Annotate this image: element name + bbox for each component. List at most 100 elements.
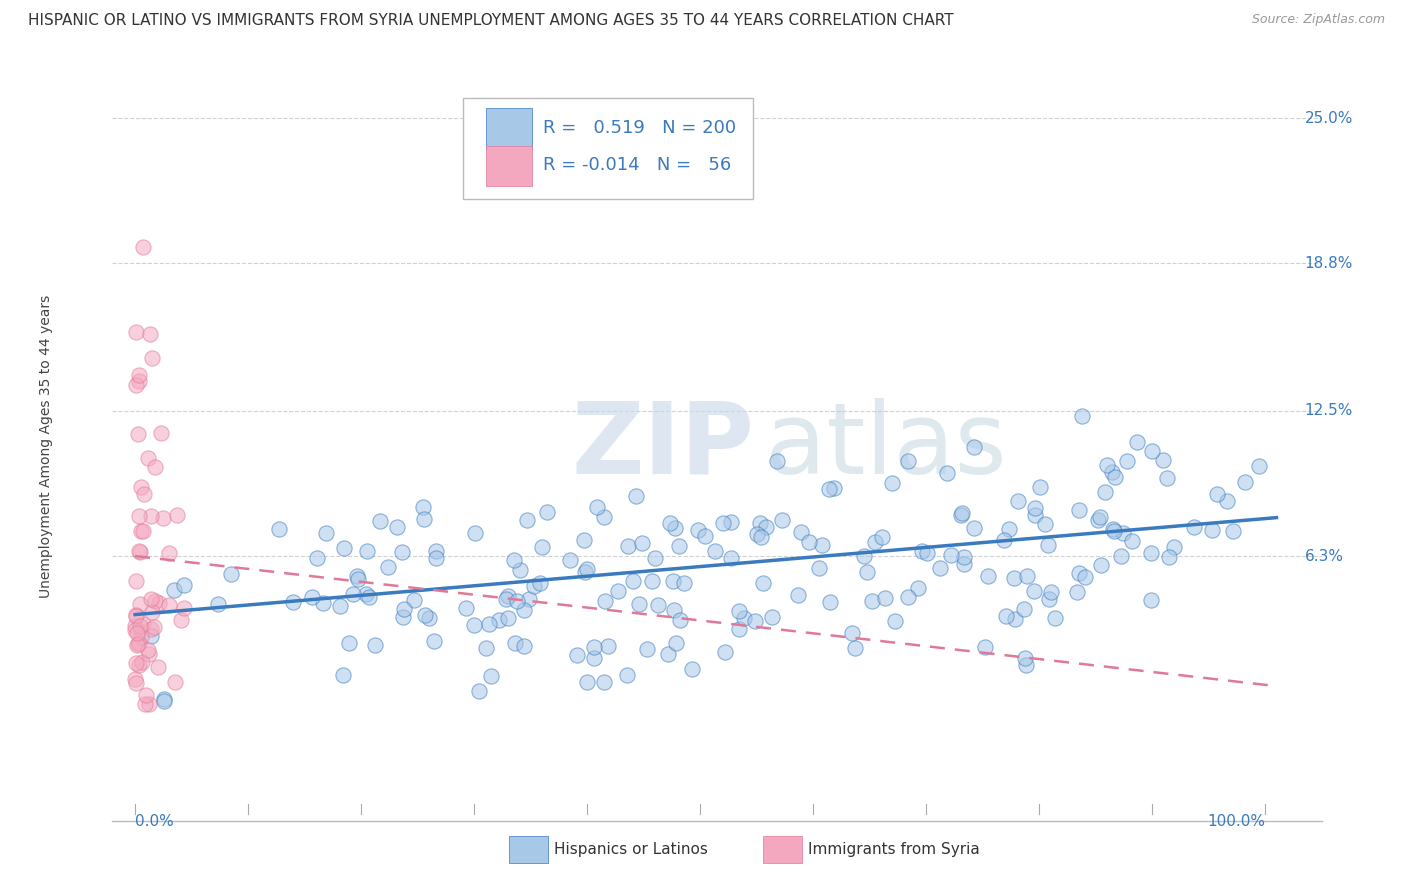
FancyBboxPatch shape [463,97,754,199]
Point [312,596,335,610]
Point [582,640,605,654]
Point [281,595,304,609]
Point [207,597,229,611]
Point [770,514,793,528]
Point [503,553,526,567]
Point [128,368,150,382]
Point [368,514,391,528]
Point [963,440,986,454]
Point [342,587,364,601]
Point [641,574,664,588]
Point [1156,471,1178,485]
Text: 18.8%: 18.8% [1305,256,1353,271]
Text: 6.3%: 6.3% [1305,549,1344,564]
Point [863,535,886,549]
Point [536,505,558,519]
Point [787,589,810,603]
Point [135,688,157,702]
Point [127,427,149,442]
Point [505,636,527,650]
Point [1182,520,1205,534]
Point [418,611,440,625]
Point [531,540,554,554]
Point [1088,510,1111,524]
Point [129,480,152,494]
Point [844,640,866,655]
FancyBboxPatch shape [763,837,801,863]
Point [727,622,749,636]
Point [1017,568,1039,582]
Point [474,641,496,656]
Point [873,591,896,606]
Point [143,460,166,475]
Point [454,601,477,615]
Point [994,609,1017,624]
Point [790,525,813,540]
Point [173,600,195,615]
Point [141,351,163,365]
Point [479,669,502,683]
Point [1116,454,1139,468]
Text: Immigrants from Syria: Immigrants from Syria [807,842,980,857]
Point [132,240,155,254]
Text: R =   0.519   N = 200: R = 0.519 N = 200 [543,119,737,136]
Point [574,566,596,580]
Point [391,610,413,624]
Text: 25.0%: 25.0% [1305,111,1353,126]
Point [128,636,150,650]
Point [124,574,146,589]
Point [128,658,150,673]
Point [125,608,148,623]
Text: R = -0.014   N =   56: R = -0.014 N = 56 [543,156,731,174]
Text: ZIP: ZIP [572,398,755,494]
Point [662,574,685,588]
Point [882,475,904,490]
Point [823,482,845,496]
Point [136,643,159,657]
Point [529,575,551,590]
Point [394,602,416,616]
Point [1087,512,1109,526]
Point [664,521,686,535]
Point [665,636,688,650]
Point [592,675,614,690]
Point [1201,524,1223,538]
Point [1101,465,1123,479]
Point [1157,550,1180,565]
Point [681,662,703,676]
Point [911,544,934,558]
Point [1067,503,1090,517]
Point [950,508,973,523]
Point [583,650,606,665]
Point [1205,487,1227,501]
Point [1004,612,1026,626]
Point [516,513,538,527]
Point [124,619,146,633]
Point [657,647,679,661]
Point [626,490,648,504]
Point [468,683,491,698]
Point [173,578,195,592]
Point [143,593,166,607]
Point [157,546,180,560]
Point [704,544,727,558]
Point [586,500,609,515]
Point [1067,566,1090,581]
Point [1104,470,1126,484]
Point [749,516,772,530]
Point [1140,444,1163,458]
Point [141,605,163,619]
Point [1024,508,1046,522]
Point [404,593,426,607]
Point [1109,549,1132,563]
Point [797,534,820,549]
Point [907,581,929,595]
Point [766,454,789,468]
Point [124,623,146,637]
Point [136,451,159,466]
Point [346,569,368,583]
Text: 100.0%: 100.0% [1208,814,1265,829]
Point [125,325,148,339]
Point [166,508,188,522]
Point [1102,522,1125,536]
